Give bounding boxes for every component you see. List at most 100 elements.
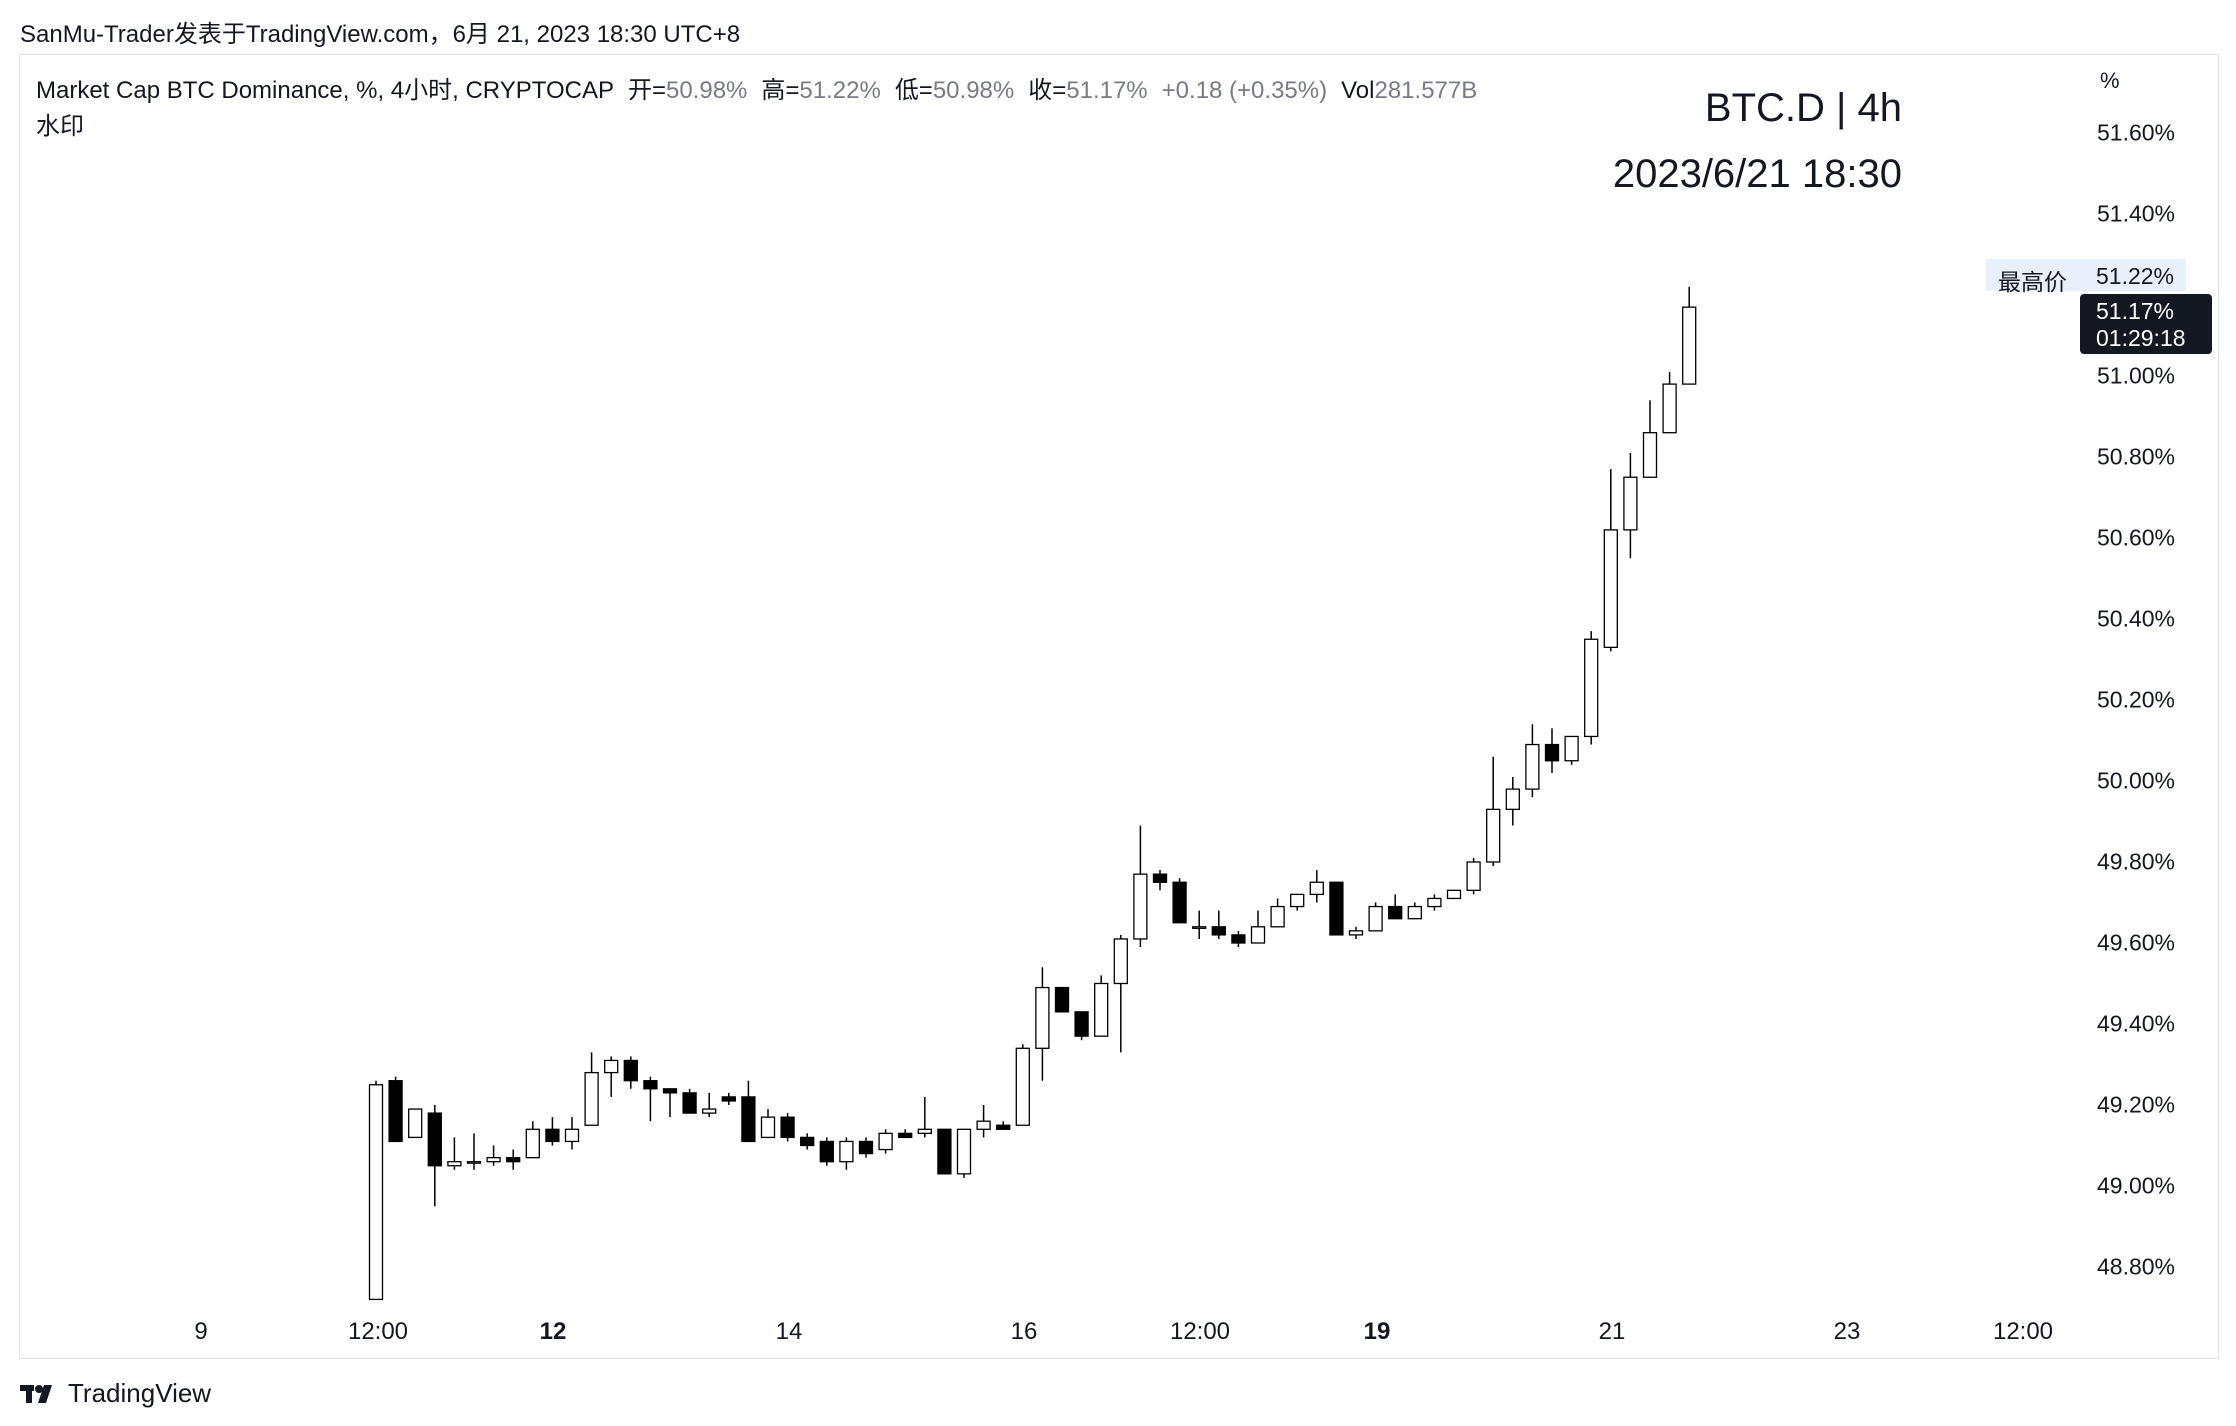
candle-body: [1133, 873, 1148, 940]
candle: [1682, 286, 1697, 385]
candle: [976, 1105, 991, 1138]
candle-body: [466, 1161, 482, 1164]
candle: [1544, 728, 1560, 773]
candle-body: [1603, 529, 1618, 649]
y-tick-label: 50.40%: [2097, 605, 2176, 632]
candle: [682, 1088, 697, 1114]
symbol-title[interactable]: Market Cap BTC Dominance, %, 4小时, CRYPTO…: [36, 77, 614, 104]
bar-countdown: 01:29:18: [2096, 325, 2186, 351]
chart-pane[interactable]: [19, 54, 2219, 1359]
candle-body: [1642, 432, 1658, 478]
candle: [1662, 371, 1677, 434]
watermark-indicator-label[interactable]: 水印: [36, 113, 84, 140]
y-tick-label: 49.60%: [2097, 929, 2176, 956]
high-price-label: 最高价: [1998, 269, 2067, 295]
candle-body: [1035, 986, 1050, 1049]
candle-body: [1250, 926, 1266, 944]
x-tick-label: 21: [1598, 1318, 1626, 1345]
volume-label: Vol: [1341, 77, 1375, 104]
candle-body: [368, 1084, 384, 1301]
y-axis-unit: %: [2100, 68, 2120, 93]
candle: [1094, 975, 1109, 1037]
candle: [1113, 934, 1128, 1053]
y-tick-label: 49.20%: [2097, 1091, 2176, 1118]
x-tick-label: 14: [775, 1318, 803, 1345]
candle-body: [898, 1132, 913, 1139]
candle: [1407, 902, 1422, 920]
candle: [662, 1088, 678, 1118]
candle-body: [545, 1128, 560, 1143]
candle: [1368, 902, 1383, 932]
candle-body: [702, 1108, 717, 1114]
candle-body: [1172, 881, 1187, 924]
candle: [1584, 631, 1599, 745]
candle-body: [917, 1128, 932, 1135]
candle: [1231, 930, 1246, 948]
symbol-legend: Market Cap BTC Dominance, %, 4小时, CRYPTO…: [36, 70, 1477, 105]
candle: [564, 1117, 580, 1150]
candle-body: [623, 1059, 638, 1082]
candle: [506, 1149, 521, 1170]
high-value: 51.22%: [799, 77, 881, 104]
candle-body: [1388, 905, 1403, 920]
close-value: 51.17%: [1066, 77, 1148, 104]
candle-body: [976, 1120, 991, 1130]
candle: [408, 1108, 423, 1139]
candle: [741, 1080, 756, 1143]
candle: [1152, 870, 1168, 891]
candle: [1309, 870, 1324, 903]
y-tick-label: 50.60%: [2097, 524, 2176, 551]
candle-body: [604, 1059, 619, 1074]
candle: [1505, 776, 1520, 826]
change-value: +0.18 (+0.35%): [1161, 77, 1328, 104]
candle-body: [1486, 808, 1501, 863]
candle-body: [741, 1096, 756, 1143]
tradingview-logo[interactable]: TradingView: [20, 1378, 211, 1409]
candle-body: [1329, 881, 1344, 936]
candle: [1270, 898, 1285, 928]
candle: [996, 1121, 1011, 1130]
candle-body: [1525, 743, 1540, 790]
watermark-date: 2023/6/21 18:30: [1612, 152, 1902, 196]
y-tick-label: 48.80%: [2097, 1253, 2176, 1280]
x-tick-label: 23: [1833, 1318, 1861, 1345]
candle: [819, 1137, 834, 1166]
y-tick-label: 49.40%: [2097, 1010, 2176, 1037]
candle-body: [1505, 788, 1520, 810]
candle-body: [996, 1124, 1011, 1130]
candle-body: [1113, 938, 1128, 985]
candle: [800, 1133, 815, 1150]
candle-body: [408, 1108, 423, 1139]
candle: [1133, 825, 1148, 948]
candle-body: [1446, 889, 1462, 900]
candle: [447, 1137, 462, 1170]
candle: [1486, 756, 1501, 867]
candle: [1172, 878, 1187, 924]
candle-body: [447, 1161, 462, 1167]
candle: [839, 1137, 854, 1170]
publish-caption: SanMu-Trader发表于TradingView.com，6月 21, 20…: [20, 21, 741, 48]
candle: [1211, 910, 1226, 939]
candle: [878, 1129, 893, 1154]
candle-body: [721, 1096, 736, 1102]
candle-body: [1466, 861, 1481, 892]
candle: [1466, 857, 1481, 895]
tradingview-logo-icon: [20, 1384, 52, 1403]
candle: [643, 1076, 658, 1122]
candle-body: [1054, 986, 1070, 1013]
candle-body: [525, 1128, 540, 1159]
candle: [388, 1076, 403, 1143]
high-label: 高=: [761, 77, 800, 104]
candle: [525, 1121, 540, 1159]
low-value: 50.98%: [932, 77, 1015, 104]
last-price-tag: 51.17% 01:29:18: [2080, 294, 2212, 354]
candle: [486, 1145, 501, 1166]
candle: [604, 1056, 619, 1097]
candle-body: [388, 1080, 403, 1143]
candle-body: [1564, 735, 1579, 762]
candle-body: [1368, 905, 1383, 932]
candle-body: [1682, 306, 1697, 385]
candle: [917, 1096, 932, 1138]
watermark-title: BTC.D | 4h: [1704, 86, 1902, 130]
